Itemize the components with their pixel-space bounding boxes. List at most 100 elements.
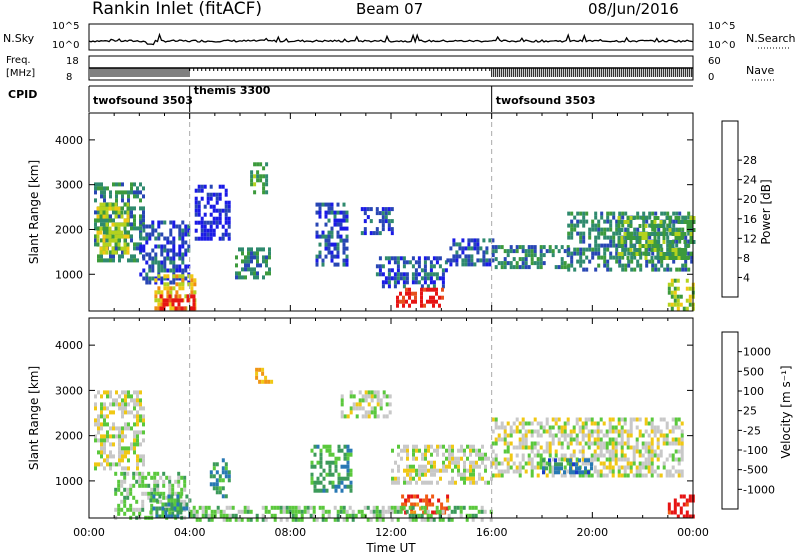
- heatmap-cell: [124, 466, 127, 471]
- heatmap-cell: [394, 480, 397, 485]
- heatmap-cell: [659, 433, 663, 438]
- heatmap-cell: [647, 457, 651, 462]
- heatmap-cell: [659, 453, 663, 458]
- heatmap-cell: [674, 457, 678, 462]
- heatmap-cell: [587, 461, 591, 466]
- heatmap-cell: [626, 228, 630, 232]
- heatmap-cell: [112, 254, 115, 259]
- heatmap-cell: [194, 236, 198, 241]
- heatmap-cell: [636, 211, 640, 216]
- heatmap-cell: [370, 394, 374, 399]
- heatmap-cell: [94, 438, 97, 443]
- heatmap-cell: [234, 517, 238, 522]
- colorbar-tick-label: 8: [743, 252, 750, 265]
- heatmap-cell: [551, 473, 555, 478]
- heatmap-cell: [467, 262, 471, 267]
- heatmap-cell: [660, 259, 664, 264]
- heatmap-cell: [668, 244, 672, 248]
- heatmap-cell: [197, 200, 201, 205]
- heatmap-cell: [671, 473, 675, 478]
- heatmap-cell: [334, 460, 338, 465]
- heatmap-cell: [235, 255, 238, 260]
- heatmap-cell: [536, 433, 540, 438]
- heatmap-cell: [316, 476, 320, 481]
- heatmap-cell: [650, 461, 654, 466]
- heatmap-cell: [461, 250, 465, 255]
- heatmap-cell: [106, 258, 109, 263]
- heatmap-cell: [172, 264, 176, 269]
- heatmap-cell: [569, 453, 573, 458]
- heatmap-cell: [106, 454, 109, 459]
- heatmap-cell: [554, 245, 558, 250]
- heatmap-cell: [142, 214, 145, 219]
- heatmap-cell: [687, 267, 691, 272]
- heatmap-cell: [99, 210, 103, 215]
- heatmap-cell: [455, 242, 459, 247]
- heatmap-cell: [94, 234, 97, 239]
- heatmap-cell: [187, 244, 191, 249]
- heatmap-cell: [680, 236, 684, 240]
- heatmap-cell: [451, 452, 454, 457]
- heatmap-cell: [681, 263, 685, 268]
- heatmap-cell: [166, 294, 170, 299]
- heatmap-cell: [491, 245, 495, 250]
- heatmap-cell: [129, 503, 133, 508]
- heatmap-cell: [212, 462, 216, 467]
- heatmap-cell: [611, 429, 615, 434]
- heatmap-cell: [149, 498, 153, 503]
- heatmap-cell: [684, 235, 688, 240]
- heatmap-cell: [121, 198, 124, 203]
- heatmap-cell: [144, 483, 148, 488]
- heatmap-cell: [596, 473, 600, 478]
- heatmap-cell: [653, 469, 657, 474]
- heatmap-cell: [138, 507, 142, 512]
- heatmap-cell: [650, 256, 654, 260]
- heatmap-cell: [234, 513, 238, 518]
- heatmap-cell: [597, 251, 601, 256]
- nsearch-tick-bottom: 10^0: [708, 40, 735, 51]
- heatmap-cell: [94, 422, 97, 427]
- heatmap-cell: [612, 235, 616, 240]
- heatmap-cell: [106, 434, 109, 439]
- heatmap-cell: [578, 429, 582, 434]
- heatmap-cell: [599, 469, 603, 474]
- heatmap-cell: [438, 509, 442, 514]
- heatmap-cell: [418, 476, 421, 481]
- heatmap-cell: [102, 242, 106, 247]
- heatmap-cell: [688, 286, 692, 291]
- heatmap-cell: [663, 267, 667, 272]
- heatmap-cell: [576, 219, 580, 224]
- heatmap-cell: [114, 487, 118, 492]
- heatmap-cell: [300, 513, 304, 518]
- heatmap-cell: [147, 471, 151, 476]
- heatmap-cell: [500, 261, 504, 266]
- heatmap-cell: [575, 437, 579, 442]
- heatmap-cell: [165, 302, 169, 307]
- heatmap-cell: [224, 220, 228, 225]
- heatmap-cell: [339, 210, 343, 215]
- heatmap-cell: [668, 429, 672, 434]
- heatmap-cell: [103, 418, 106, 423]
- heatmap-cell: [632, 236, 636, 240]
- heatmap-cell: [157, 260, 161, 265]
- heatmap-cell: [686, 220, 690, 224]
- heatmap-cell: [96, 218, 100, 223]
- heatmap-cell: [139, 430, 142, 435]
- heatmap-cell: [381, 509, 385, 514]
- heatmap-cell: [162, 495, 166, 500]
- heatmap-cell: [212, 208, 216, 213]
- heatmap-cell: [417, 513, 421, 518]
- heatmap-cell: [551, 441, 555, 446]
- heatmap-cell: [345, 218, 349, 223]
- heatmap-cell: [509, 261, 513, 266]
- heatmap-cell: [141, 503, 145, 508]
- heatmap-cell: [420, 268, 424, 273]
- heatmap-cell: [500, 421, 504, 426]
- heatmap-cell: [111, 234, 115, 239]
- heatmap-cell: [644, 248, 648, 252]
- heatmap-cell: [138, 479, 142, 484]
- heatmap-cell: [448, 452, 451, 457]
- heatmap-cell: [638, 248, 642, 252]
- heatmap-cell: [569, 433, 573, 438]
